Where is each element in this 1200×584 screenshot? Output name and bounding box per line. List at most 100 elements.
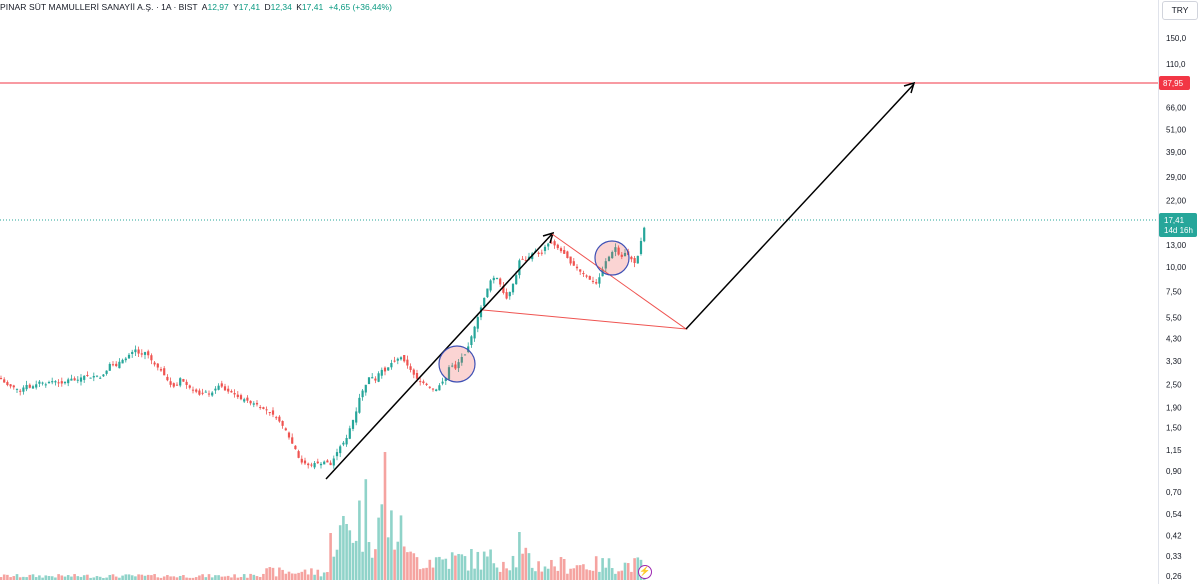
candle-body [54,381,57,383]
candle-body [371,377,374,379]
candle-body [31,386,35,389]
volume-bar [393,549,396,580]
volume-bar [34,577,38,580]
candle-body [377,373,380,382]
volume-bar [438,556,441,580]
volume-bar [166,575,169,580]
volume-bar [348,530,352,580]
change-value: +4,65 (+36,44%) [328,2,392,12]
candle-body [252,403,255,405]
low-label: D [264,2,271,12]
candle-body [588,276,591,280]
candle-body [108,363,111,371]
flash-icon[interactable]: ⚡ [638,565,652,579]
volume-bar [601,558,604,580]
volume-bar [153,574,156,580]
volume-bar [425,567,428,580]
volume-bar [431,567,435,580]
candle-body [137,349,140,354]
candle-body [275,417,278,419]
volume-bar [284,573,288,580]
volume-bar [620,570,624,580]
price-axis[interactable] [1158,0,1200,584]
volume-bar [412,553,416,580]
candle-body [617,247,620,255]
candle-body [92,376,95,378]
volume-bar [569,568,572,580]
currency-button[interactable]: TRY [1162,1,1198,20]
volume-bar [47,576,51,580]
volume-bar [313,574,316,580]
candle-body [543,246,547,251]
y-tick-label: 0,70 [1166,488,1182,497]
candle-body [639,241,643,255]
candle-body [582,272,585,275]
volume-bar [124,574,128,580]
volume-bar [150,575,153,580]
volume-bar [86,574,89,580]
volume-bar [60,575,64,580]
volume-bar [118,577,121,580]
open-label: A [201,2,208,12]
y-tick-label: 1,15 [1166,446,1182,455]
y-tick-label: 1,90 [1166,404,1182,413]
volume-bar [210,577,214,580]
candle-body [195,389,198,392]
volume-bar [12,576,16,580]
volume-bar [239,577,243,580]
volume-bar [582,564,585,580]
candle-body [51,381,54,383]
volume-bar [140,574,144,580]
candle-body [163,368,166,376]
volume-bar [252,574,256,580]
candle-body [243,399,246,402]
y-tick-label: 22,00 [1166,196,1187,205]
y-tick-label: 0,33 [1166,552,1182,561]
candle-body [342,442,345,445]
volume-bar [607,558,611,580]
candle-body [611,252,614,259]
drawings-layer[interactable] [325,81,916,480]
highlight-circle-2[interactable] [594,240,630,276]
candle-body [99,377,102,379]
highlight-circle-1[interactable] [438,345,476,383]
target-arrow[interactable] [685,83,915,330]
volume-bar [297,572,300,580]
volume-bar [354,540,358,580]
last-price-tag[interactable]: 17,41 14d 16h [1159,213,1197,237]
volume-bar [502,561,505,580]
target-arrowhead [903,81,916,94]
volume-bar [300,571,304,580]
symbol-name[interactable]: PINAR SÜT MAMULLERİ SANAYİİ A.Ş. [0,2,154,12]
volume-bar [294,573,297,580]
volume-bar [390,510,393,580]
interval[interactable]: 1A [161,2,172,12]
candle-body [230,390,233,393]
candle-body [463,354,467,356]
triangle-pattern[interactable] [482,233,688,330]
volume-bar [406,552,409,580]
volume-bar [246,577,249,580]
volume-bar [396,541,400,580]
volume-bar [278,567,281,580]
volume-bar [585,569,588,580]
volume-bar [358,500,361,580]
volume-bar [220,576,224,580]
candle-body [25,384,28,390]
y-tick-label: 4,30 [1166,335,1182,344]
uptrend-arrow[interactable] [325,233,553,480]
volume-bar [268,567,272,580]
volume-bar [636,557,640,580]
target-price-tag[interactable]: 87,95 [1159,76,1190,90]
target-price-label: 87,95 [1163,79,1184,88]
volume-bar [322,572,326,580]
volume-bar [508,570,512,580]
volume-bar [274,576,278,580]
volume-bar [175,577,179,580]
volume-bar [262,573,265,580]
volume-bar [367,542,371,580]
volume-bar [540,571,544,580]
volume-bar [102,577,105,580]
candle-body [60,381,63,384]
